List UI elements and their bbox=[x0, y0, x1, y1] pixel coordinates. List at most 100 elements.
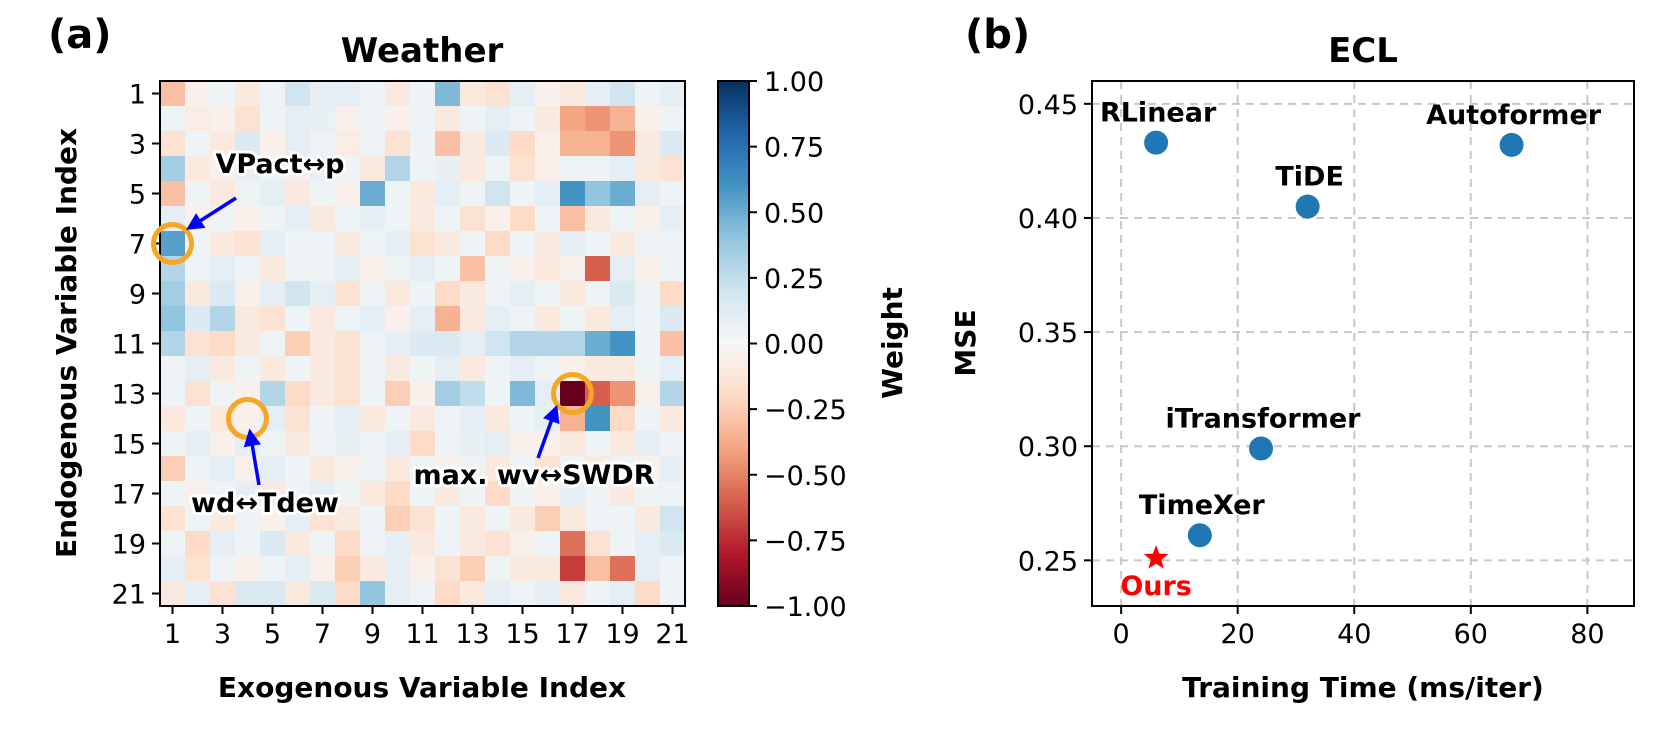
heatmap-cell bbox=[635, 106, 661, 132]
y-tick-label: 1 bbox=[129, 80, 146, 111]
heatmap-cell bbox=[435, 381, 461, 407]
heatmap-cell bbox=[210, 281, 236, 307]
y-tick-label: 0.25 bbox=[1018, 546, 1078, 577]
heatmap-cell bbox=[185, 81, 211, 107]
heatmap-cell bbox=[585, 531, 611, 557]
heatmap-cell bbox=[210, 556, 236, 582]
heatmap-cell bbox=[310, 131, 336, 157]
heatmap-cell bbox=[160, 381, 186, 407]
heatmap-cell bbox=[285, 381, 311, 407]
heatmap-cell bbox=[460, 331, 486, 357]
heatmap-cell bbox=[435, 106, 461, 132]
heatmap-cell bbox=[510, 181, 536, 207]
heatmap-cell bbox=[460, 281, 486, 307]
heatmap-cell bbox=[260, 531, 286, 557]
heatmap-cell bbox=[335, 231, 361, 257]
heatmap-cell bbox=[385, 181, 411, 207]
heatmap-cell bbox=[585, 106, 611, 132]
heatmap-cell bbox=[285, 331, 311, 357]
point-rlinear bbox=[1144, 130, 1169, 155]
y-tick-label: 7 bbox=[129, 230, 146, 261]
y-tick-label: 9 bbox=[129, 280, 146, 311]
y-tick-label: 0.30 bbox=[1018, 432, 1078, 463]
heatmap-cell bbox=[260, 431, 286, 457]
heatmap-cell bbox=[635, 281, 661, 307]
colorbar-ticks: 1.00 0.75 0.50 0.25 0.00 −0.25 −0.50 −0.75 −1.00 bbox=[749, 67, 847, 623]
heatmap-cell bbox=[510, 131, 536, 157]
heatmap-cell bbox=[585, 181, 611, 207]
heatmap-cell bbox=[160, 156, 186, 182]
heatmap-cell bbox=[285, 356, 311, 382]
heatmap-cell bbox=[510, 281, 536, 307]
heatmap-cell bbox=[335, 181, 361, 207]
x-tick-label: 21 bbox=[655, 619, 689, 650]
heatmap-cell bbox=[635, 206, 661, 232]
heatmap-cell bbox=[535, 256, 561, 282]
heatmap-cell bbox=[635, 181, 661, 207]
heatmap-cell bbox=[260, 231, 286, 257]
heatmap-cell bbox=[360, 206, 386, 232]
heatmap-cell bbox=[435, 206, 461, 232]
heatmap-cell bbox=[310, 406, 336, 432]
heatmap-cell bbox=[260, 106, 286, 132]
heatmap-cell bbox=[635, 406, 661, 432]
heatmap-cell bbox=[535, 481, 561, 507]
y-tick-label: 13 bbox=[112, 380, 146, 411]
panel-label-a: (a) bbox=[48, 12, 112, 58]
colorbar-gradient bbox=[718, 81, 749, 606]
heatmap-cell bbox=[310, 456, 336, 482]
heatmap-cell bbox=[460, 81, 486, 107]
heatmap-cell bbox=[560, 106, 586, 132]
heatmap-cell bbox=[435, 306, 461, 332]
heatmap-x-ticks: 1 3 5 7 9 11 13 15 17 19 21 bbox=[164, 606, 690, 650]
heatmap-cell bbox=[660, 581, 686, 607]
heatmap-cell bbox=[160, 181, 186, 207]
heatmap-cell bbox=[460, 581, 486, 607]
heatmap-cell bbox=[335, 331, 361, 357]
heatmap-cell bbox=[360, 256, 386, 282]
heatmap-cell bbox=[285, 181, 311, 207]
heatmap-cell bbox=[485, 531, 511, 557]
heatmap-cell bbox=[410, 381, 436, 407]
heatmap-cell bbox=[335, 131, 361, 157]
point-label-itransformer: iTransformer bbox=[1166, 404, 1362, 435]
heatmap-cell bbox=[235, 256, 261, 282]
heatmap-cell bbox=[635, 231, 661, 257]
y-tick-label: 11 bbox=[112, 330, 146, 361]
heatmap-title: Weather bbox=[341, 31, 504, 71]
heatmap-cell bbox=[635, 556, 661, 582]
heatmap-cell bbox=[610, 481, 636, 507]
heatmap-cell bbox=[185, 256, 211, 282]
point-itransformer bbox=[1249, 436, 1274, 461]
heatmap-cell bbox=[160, 281, 186, 307]
heatmap-cell bbox=[335, 406, 361, 432]
heatmap-cell bbox=[385, 506, 411, 532]
heatmap-cell bbox=[260, 206, 286, 232]
heatmap-cell bbox=[385, 106, 411, 132]
heatmap-cell bbox=[435, 256, 461, 282]
y-tick-label: 5 bbox=[129, 180, 146, 211]
heatmap-cell bbox=[360, 331, 386, 357]
heatmap-cell bbox=[310, 556, 336, 582]
heatmap-cell bbox=[635, 506, 661, 532]
heatmap-cell bbox=[310, 281, 336, 307]
heatmap-cell bbox=[235, 331, 261, 357]
heatmap-cell bbox=[460, 356, 486, 382]
heatmap-cell bbox=[585, 556, 611, 582]
heatmap-cell bbox=[335, 81, 361, 107]
heatmap-x-label: Exogenous Variable Index bbox=[218, 671, 626, 704]
heatmap-cell bbox=[260, 481, 286, 507]
heatmap-cell bbox=[510, 556, 536, 582]
heatmap-cell bbox=[335, 356, 361, 382]
heatmap-cell bbox=[210, 581, 236, 607]
heatmap-cell bbox=[560, 81, 586, 107]
heatmap-cell bbox=[585, 306, 611, 332]
heatmap-cell bbox=[285, 506, 311, 532]
heatmap-cell bbox=[660, 531, 686, 557]
heatmap-cell bbox=[235, 81, 261, 107]
heatmap-cell bbox=[385, 581, 411, 607]
heatmap-cell bbox=[185, 481, 211, 507]
heatmap-cell bbox=[635, 81, 661, 107]
heatmap-cell bbox=[235, 581, 261, 607]
heatmap-cell bbox=[460, 506, 486, 532]
